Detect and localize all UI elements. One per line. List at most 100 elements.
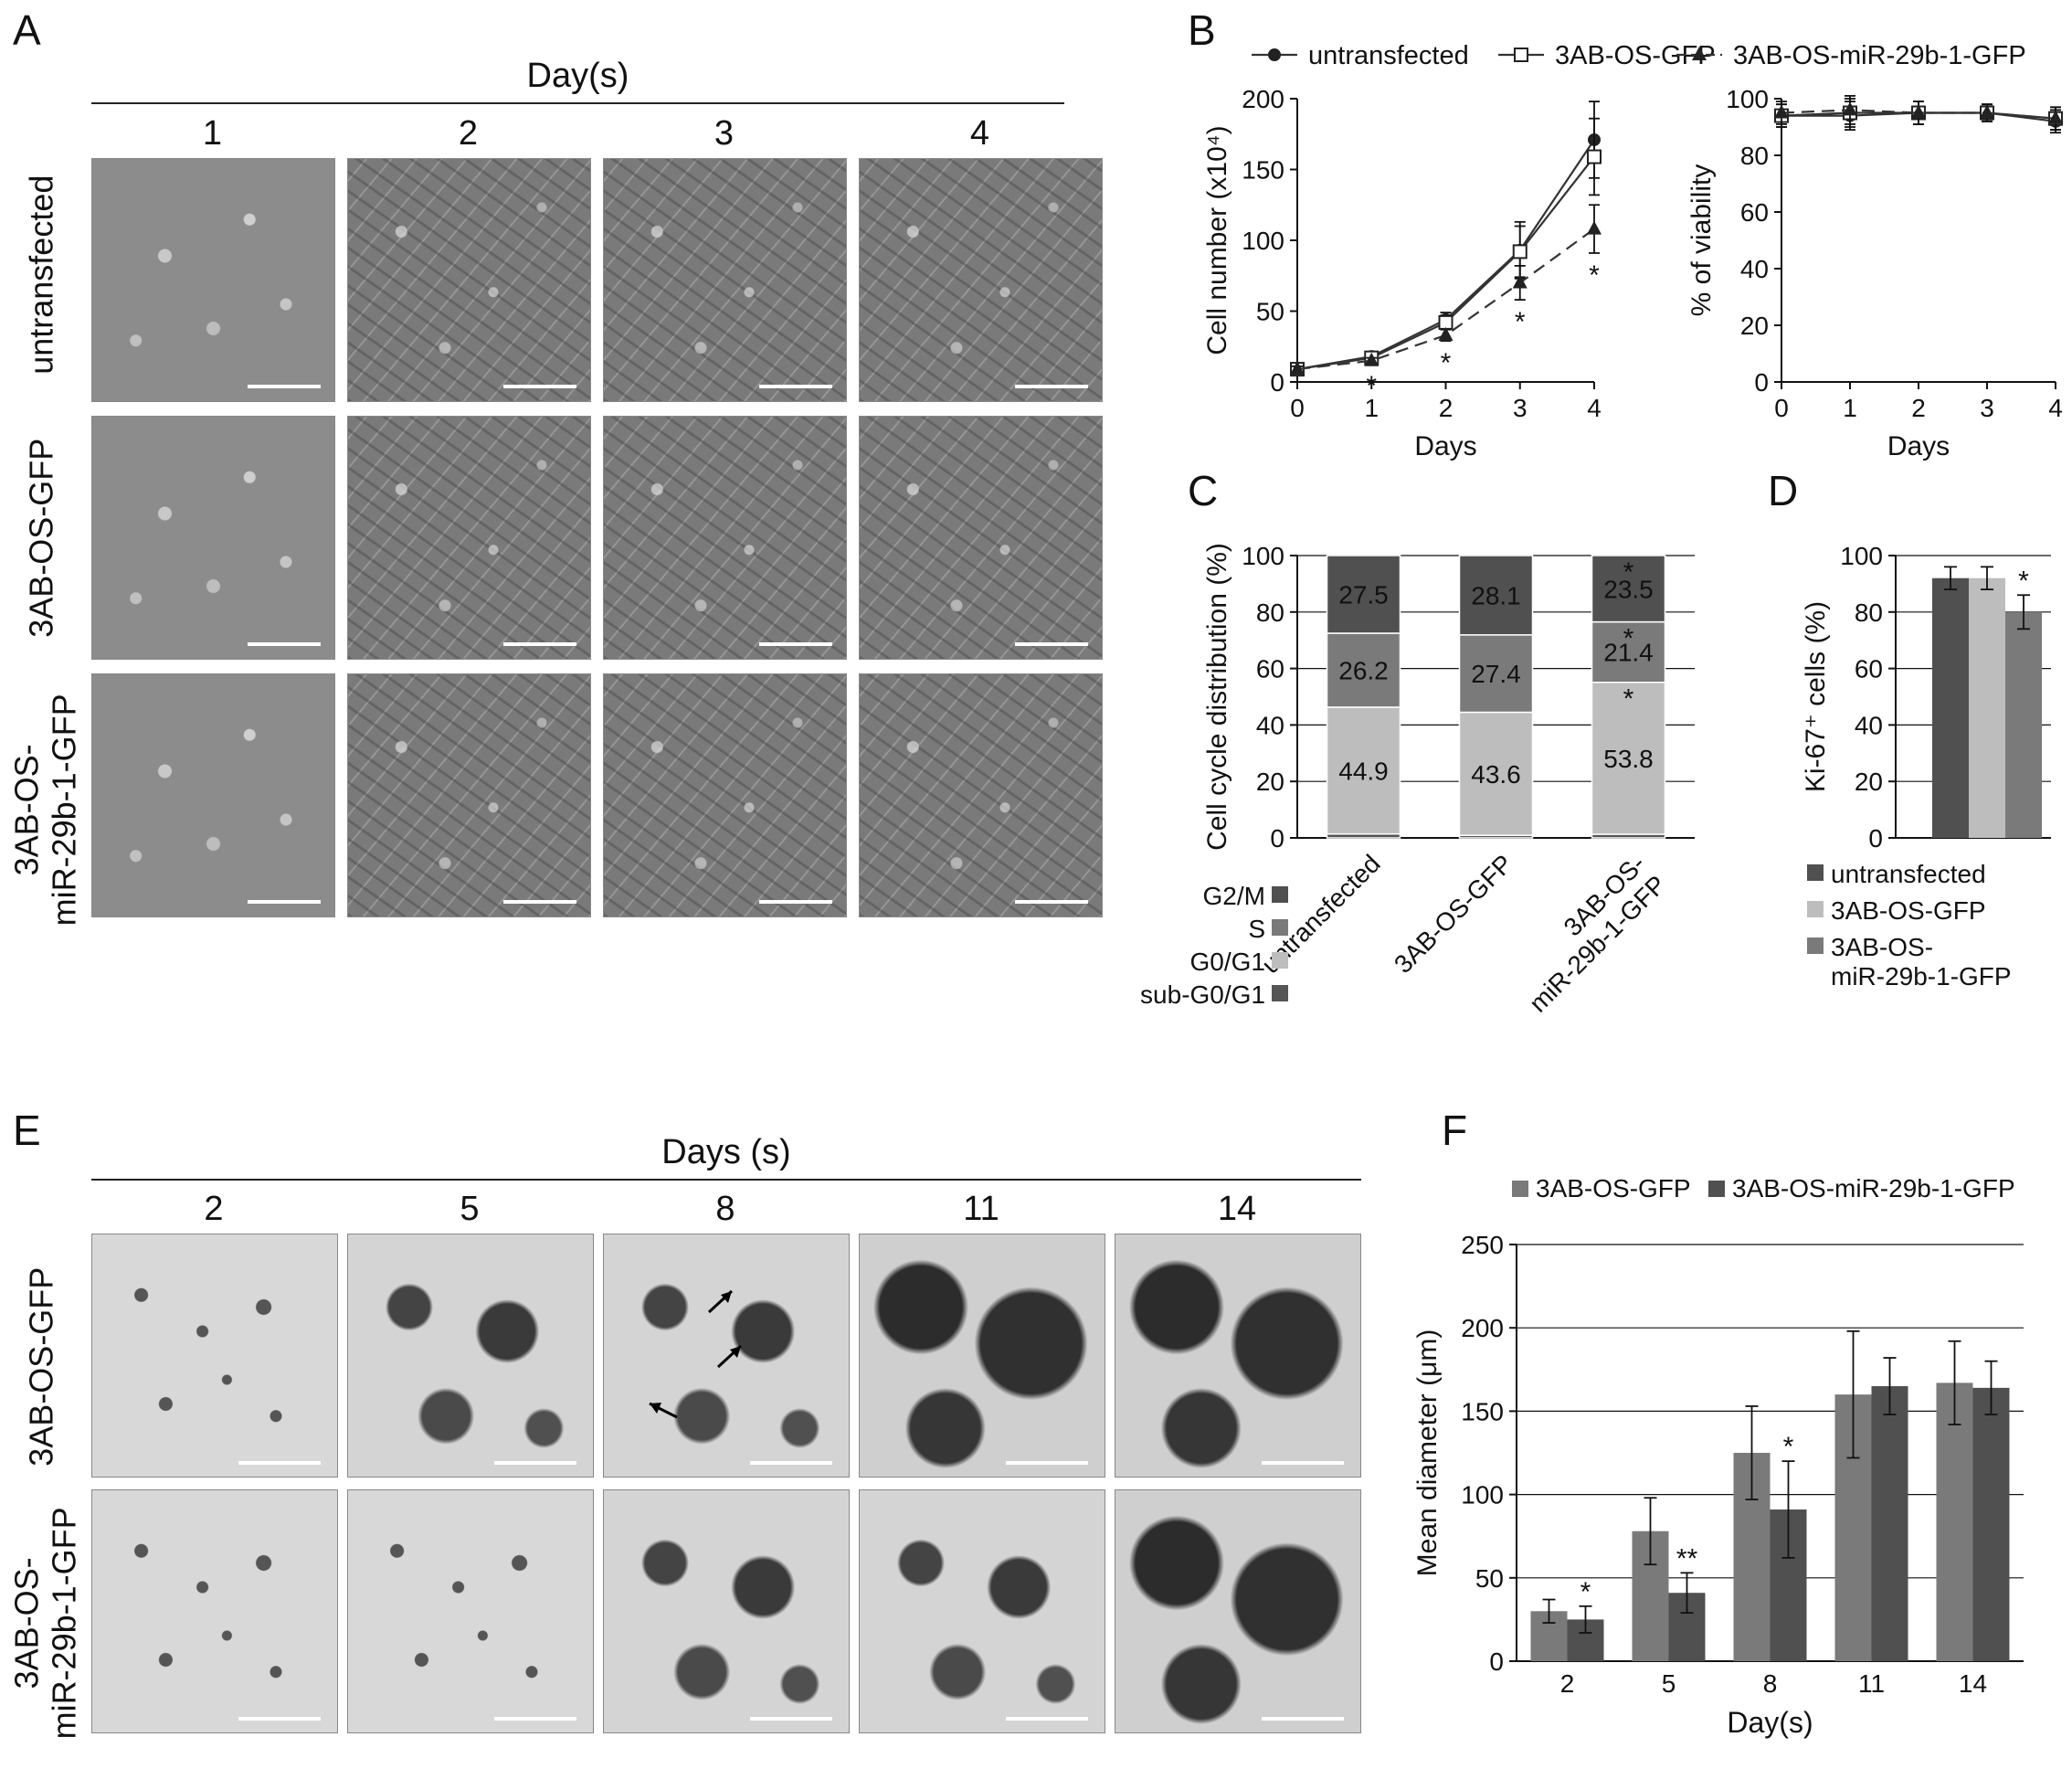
b1-point [1290,361,1305,376]
b2-x-tick-label: 1 [1843,394,1857,422]
b1-y-label: Cell number (x10⁴) [1202,125,1232,355]
b2-y-tick-label: 80 [1740,142,1769,170]
b2-x-tick-label: 2 [1911,394,1926,422]
b2-y-tick-label: 100 [1726,85,1769,113]
d-y-tick-label: 100 [1840,542,1883,570]
micrograph-e-r1-c5 [1115,1234,1361,1478]
panel-a-rule [91,102,1064,104]
b2-y-tick-label: 0 [1754,368,1769,397]
c-data-label: 21.4 [1603,639,1654,667]
b2-point [1911,104,1926,119]
b1-point [1512,274,1528,289]
d-y-tick-label: 60 [1855,655,1883,683]
d-bar [1932,577,1969,838]
c-bar-segment [1591,681,1666,835]
b1-star: * [1515,307,1526,337]
d-legend-swatch [1807,937,1824,954]
b1-star: * [1441,348,1452,378]
f-star: ** [1676,1543,1698,1573]
c-bar-segment [1326,706,1401,835]
f-y-tick-label: 0 [1489,1647,1504,1676]
c-x-tick-label: 3AB-OS-miR-29b-1-GFP [1503,849,1671,1017]
c-bar-segment [1591,620,1666,683]
d-bar [2005,611,2042,838]
micrograph-e-r2-c5 [1115,1489,1361,1733]
f-x-tick-label: 2 [1560,1669,1575,1698]
micrograph-a-r3-c3 [603,673,847,917]
panel-a-col-3: 3 [714,114,735,153]
b2-y-tick-label: 60 [1740,198,1769,227]
b2-point [1980,104,1994,119]
d-legend-swatch [1807,864,1824,881]
c-legend-label: G0/G1 [1190,948,1265,976]
f-y-tick-label: 150 [1461,1397,1504,1425]
b2-point [1774,104,1789,119]
d-legend-label: 3AB-OS-miR-29b-1-GFP [1831,933,2012,990]
panel-letter-a: A [13,6,41,54]
b1-point [1587,220,1602,235]
b-legend-marker [1692,47,1707,60]
f-bar [1871,1386,1908,1661]
c-bar-segment [1326,555,1401,634]
panel-letter-b: B [1188,6,1216,54]
b1-star: * [1366,371,1377,401]
f-y-tick-label: 50 [1475,1564,1504,1593]
micrograph-a-r2-c3 [603,416,847,660]
panel-e-col-8: 8 [715,1190,735,1228]
b1-y-tick-label: 200 [1242,85,1284,113]
micrograph-e-r2-c4 [859,1489,1105,1733]
b1-x-tick-label: 0 [1290,394,1305,422]
c-legend-label: G2/M [1203,882,1265,910]
f-bar [1936,1382,1973,1661]
c-legend-swatch [1272,919,1288,936]
f-legend-swatch [1512,1181,1528,1197]
b2-y-tick-label: 40 [1740,255,1769,283]
b1-x-tick-label: 3 [1513,394,1528,422]
b1-x-tick-label: 2 [1439,394,1454,422]
f-y-label: Mean diameter (μm) [1412,1329,1443,1577]
c-y-tick-label: 60 [1256,655,1284,683]
d-star: * [2018,566,2029,596]
micrograph-a-r2-c1 [91,416,335,660]
c-y-tick-label: 80 [1256,598,1284,627]
f-y-tick-label: 200 [1461,1314,1504,1342]
c-star: * [1623,557,1634,588]
c-data-label: 43.6 [1471,760,1521,789]
panel-a-title: Day(s) [526,57,629,95]
b1-point [1438,314,1454,330]
b1-point [1438,326,1454,341]
micrograph-a-r2-c2 [347,416,591,660]
c-data-label: 27.5 [1338,580,1389,609]
c-y-tick-label: 100 [1242,542,1284,570]
b2-series-line-2 [1781,109,2056,120]
f-x-tick-label: 14 [1959,1669,1987,1698]
c-data-label: 28.1 [1471,581,1521,609]
c-legend-swatch [1272,985,1288,1001]
d-legend-label: 3AB-OS-GFP [1831,896,1986,925]
micrograph-a-r3-c2 [347,673,591,917]
d-y-tick-label: 40 [1855,711,1883,739]
b1-y-tick-label: 0 [1270,368,1284,397]
c-x-tick-label: 3AB-OS-GFP [1389,849,1518,979]
micrograph-a-r1-c1 [91,158,335,402]
micrograph-a-r3-c4 [859,673,1103,917]
c-data-label: 44.9 [1338,757,1389,785]
b2-point [2048,110,2063,124]
c-bar-segment [1326,632,1401,708]
d-y-label: Ki-67⁺ cells (%) [1801,601,1831,792]
panel-a-col-2: 2 [458,114,479,153]
panel-e-col-2: 2 [204,1190,224,1228]
c-data-label: 26.2 [1338,656,1389,684]
panel-e-rule [91,1179,1361,1181]
micrograph-e-r1-c1 [91,1234,338,1478]
b2-x-tick-label: 4 [2048,394,2063,422]
c-y-tick-label: 0 [1270,824,1284,853]
micrograph-e-r1-c4 [859,1234,1105,1478]
f-y-tick-label: 100 [1461,1481,1504,1509]
b1-point [1587,149,1602,164]
d-y-tick-label: 80 [1855,598,1883,627]
b2-point [1843,101,1857,116]
b1-y-tick-label: 150 [1242,156,1284,185]
b-legend-marker [1514,48,1528,62]
micrograph-e-r2-c2 [347,1489,594,1733]
